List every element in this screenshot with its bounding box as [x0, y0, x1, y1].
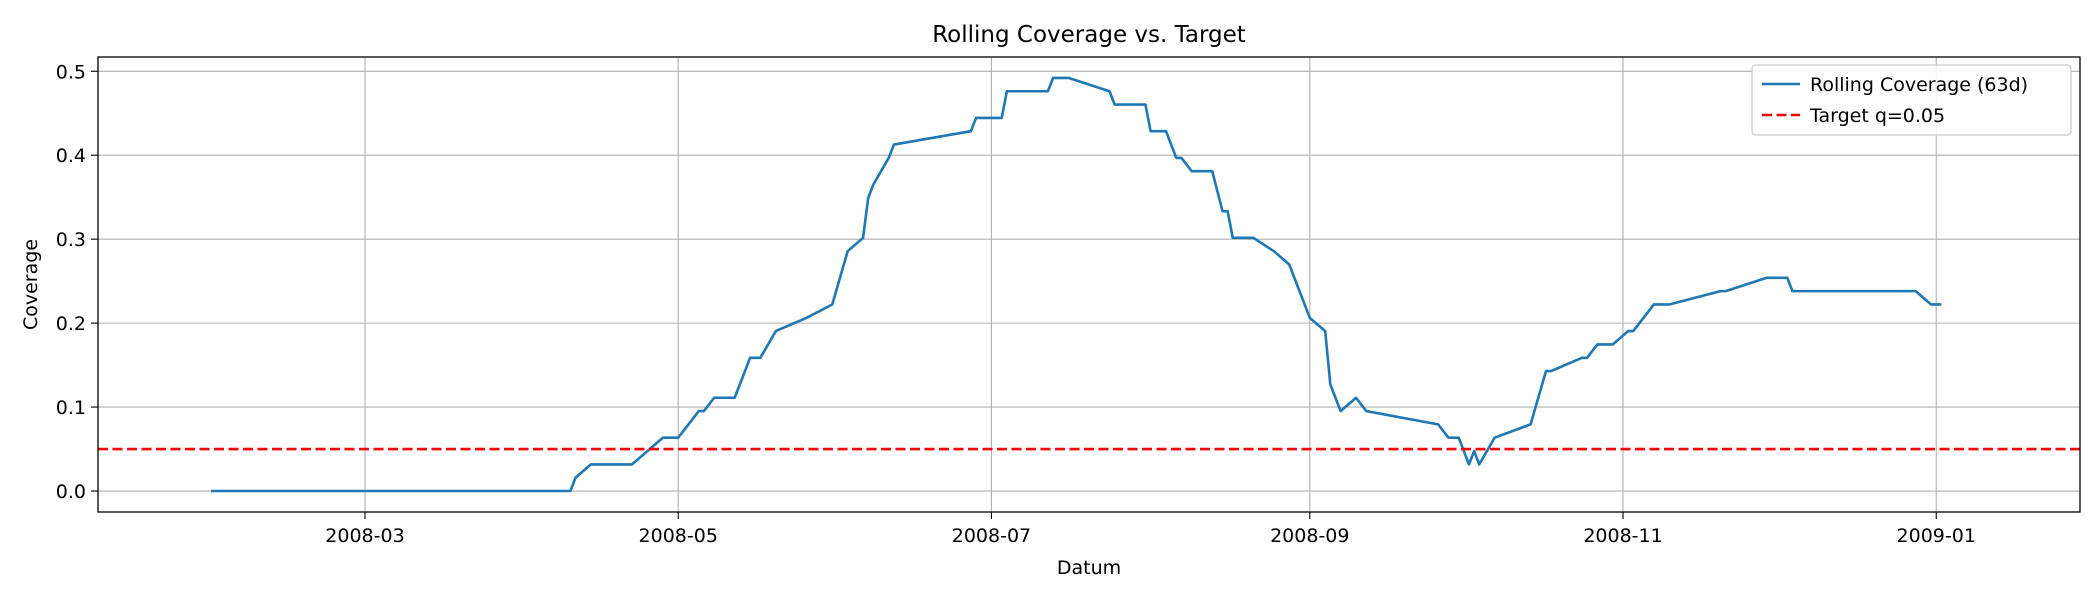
y-tick-label: 0.2 — [56, 313, 86, 335]
series-layer — [98, 76, 2080, 493]
y-tick-label: 0.4 — [56, 145, 86, 167]
y-axis: 0.0 0.1 0.2 0.3 0.4 0.5 — [56, 61, 98, 503]
legend: Rolling Coverage (63d) Target q=0.05 — [1751, 64, 2072, 136]
y-axis-label: Coverage — [20, 239, 42, 330]
y-tick-label: 0.1 — [56, 397, 86, 419]
legend-label-coverage: Rolling Coverage (63d) — [1810, 74, 2028, 96]
x-tick-label: 2008-11 — [1583, 525, 1662, 547]
x-tick-label: 2008-03 — [325, 525, 404, 547]
x-tick-label: 2009-01 — [1897, 525, 1976, 547]
series-line-coverage — [210, 76, 1942, 493]
x-tick-label: 2008-05 — [639, 525, 718, 547]
legend-label-target: Target q=0.05 — [1809, 105, 1945, 127]
x-tick-label: 2008-09 — [1270, 525, 1349, 547]
y-tick-label: 0.5 — [56, 61, 86, 83]
legend-box — [1751, 64, 2072, 136]
chart-title: Rolling Coverage vs. Target — [932, 22, 1246, 48]
y-tick-label: 0.3 — [56, 229, 86, 251]
plot-frame — [97, 56, 2081, 513]
x-tick-label: 2008-07 — [952, 525, 1031, 547]
x-axis: 2008-03 2008-05 2008-07 2008-09 2008-11 2009-… — [325, 512, 1976, 547]
y-tick-label: 0.0 — [56, 481, 86, 503]
x-axis-label: Datum — [1057, 557, 1121, 579]
